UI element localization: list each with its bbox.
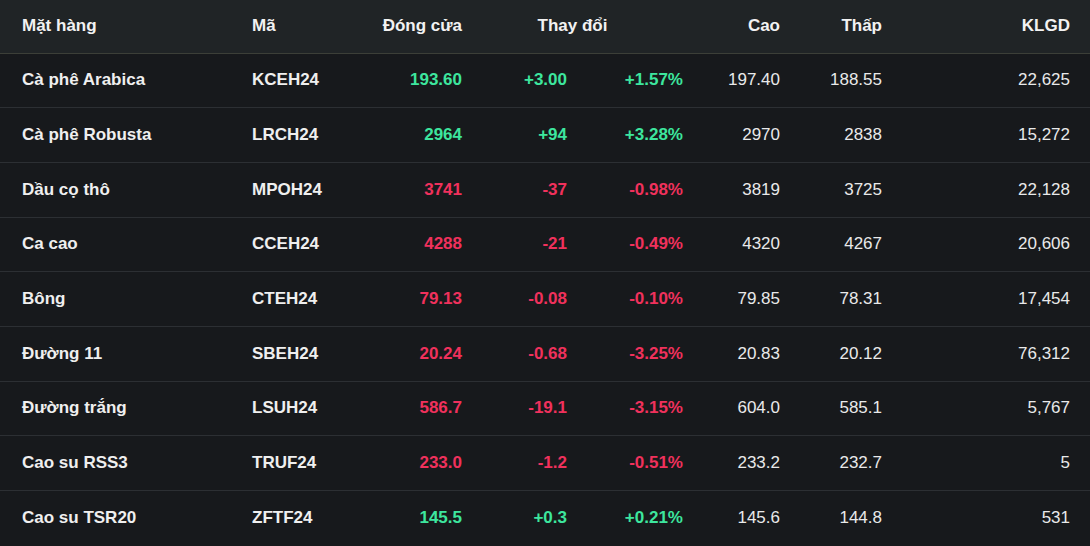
low-price: 20.12 — [780, 326, 882, 381]
close-price: 586.7 — [362, 381, 462, 436]
volume: 22,625 — [882, 53, 1090, 108]
table-row[interactable]: Cao su TSR20 ZFTF24 145.5 +0.3 +0.21% 14… — [0, 491, 1090, 546]
commodity-name: Đường 11 — [0, 326, 230, 381]
commodity-name: Cà phê Arabica — [0, 53, 230, 108]
close-price: 3741 — [362, 162, 462, 217]
commodity-code: LRCH24 — [230, 108, 362, 163]
close-price: 79.13 — [362, 272, 462, 327]
high-price: 20.83 — [683, 326, 780, 381]
commodity-name: Cà phê Robusta — [0, 108, 230, 163]
commodity-name: Cao su TSR20 — [0, 491, 230, 546]
table-row[interactable]: Dầu cọ thô MPOH24 3741 -37 -0.98% 3819 3… — [0, 162, 1090, 217]
table-row[interactable]: Đường 11 SBEH24 20.24 -0.68 -3.25% 20.83… — [0, 326, 1090, 381]
col-header-volume: KLGD — [882, 0, 1090, 53]
col-header-low: Thấp — [780, 0, 882, 53]
volume: 20,606 — [882, 217, 1090, 272]
volume: 5 — [882, 436, 1090, 491]
low-price: 4267 — [780, 217, 882, 272]
close-price: 4288 — [362, 217, 462, 272]
close-price: 193.60 — [362, 53, 462, 108]
commodity-code: ZFTF24 — [230, 491, 362, 546]
change-value: +94 — [462, 108, 567, 163]
change-percent: -0.98% — [567, 162, 683, 217]
close-price: 20.24 — [362, 326, 462, 381]
change-percent: +0.21% — [567, 491, 683, 546]
commodity-name: Cao su RSS3 — [0, 436, 230, 491]
change-percent: -0.10% — [567, 272, 683, 327]
commodity-code: CTEH24 — [230, 272, 362, 327]
col-header-commodity: Mặt hàng — [0, 0, 230, 53]
change-value: -37 — [462, 162, 567, 217]
volume: 5,767 — [882, 381, 1090, 436]
table-body: Cà phê Arabica KCEH24 193.60 +3.00 +1.57… — [0, 53, 1090, 545]
low-price: 188.55 — [780, 53, 882, 108]
col-header-code: Mã — [230, 0, 362, 53]
change-value: -1.2 — [462, 436, 567, 491]
commodity-name: Ca cao — [0, 217, 230, 272]
commodity-code: LSUH24 — [230, 381, 362, 436]
high-price: 2970 — [683, 108, 780, 163]
change-value: -0.68 — [462, 326, 567, 381]
change-value: +0.3 — [462, 491, 567, 546]
high-price: 4320 — [683, 217, 780, 272]
low-price: 2838 — [780, 108, 882, 163]
commodity-price-table: Mặt hàng Mã Đóng cửa Thay đổi Cao Thấp K… — [0, 0, 1090, 545]
high-price: 3819 — [683, 162, 780, 217]
commodity-code: MPOH24 — [230, 162, 362, 217]
commodity-code: KCEH24 — [230, 53, 362, 108]
high-price: 197.40 — [683, 53, 780, 108]
close-price: 145.5 — [362, 491, 462, 546]
low-price: 3725 — [780, 162, 882, 217]
change-percent: +3.28% — [567, 108, 683, 163]
close-price: 233.0 — [362, 436, 462, 491]
commodity-name: Đường trắng — [0, 381, 230, 436]
change-percent: -3.25% — [567, 326, 683, 381]
change-value: -21 — [462, 217, 567, 272]
change-value: +3.00 — [462, 53, 567, 108]
change-percent: -0.51% — [567, 436, 683, 491]
change-percent: -3.15% — [567, 381, 683, 436]
commodity-name: Bông — [0, 272, 230, 327]
volume: 22,128 — [882, 162, 1090, 217]
col-header-close: Đóng cửa — [362, 0, 462, 53]
change-value: -0.08 — [462, 272, 567, 327]
table-row[interactable]: Cao su RSS3 TRUF24 233.0 -1.2 -0.51% 233… — [0, 436, 1090, 491]
change-value: -19.1 — [462, 381, 567, 436]
col-header-high: Cao — [683, 0, 780, 53]
table-row[interactable]: Ca cao CCEH24 4288 -21 -0.49% 4320 4267 … — [0, 217, 1090, 272]
volume: 15,272 — [882, 108, 1090, 163]
table-row[interactable]: Bông CTEH24 79.13 -0.08 -0.10% 79.85 78.… — [0, 272, 1090, 327]
commodity-code: SBEH24 — [230, 326, 362, 381]
high-price: 79.85 — [683, 272, 780, 327]
table-row[interactable]: Cà phê Robusta LRCH24 2964 +94 +3.28% 29… — [0, 108, 1090, 163]
commodity-name: Dầu cọ thô — [0, 162, 230, 217]
commodity-code: TRUF24 — [230, 436, 362, 491]
table-row[interactable]: Đường trắng LSUH24 586.7 -19.1 -3.15% 60… — [0, 381, 1090, 436]
volume: 17,454 — [882, 272, 1090, 327]
volume: 76,312 — [882, 326, 1090, 381]
low-price: 232.7 — [780, 436, 882, 491]
high-price: 604.0 — [683, 381, 780, 436]
commodity-code: CCEH24 — [230, 217, 362, 272]
change-percent: +1.57% — [567, 53, 683, 108]
high-price: 233.2 — [683, 436, 780, 491]
volume: 531 — [882, 491, 1090, 546]
col-header-change: Thay đổi — [462, 0, 683, 53]
table-row[interactable]: Cà phê Arabica KCEH24 193.60 +3.00 +1.57… — [0, 53, 1090, 108]
low-price: 585.1 — [780, 381, 882, 436]
low-price: 144.8 — [780, 491, 882, 546]
close-price: 2964 — [362, 108, 462, 163]
table-header-row: Mặt hàng Mã Đóng cửa Thay đổi Cao Thấp K… — [0, 0, 1090, 53]
change-percent: -0.49% — [567, 217, 683, 272]
low-price: 78.31 — [780, 272, 882, 327]
high-price: 145.6 — [683, 491, 780, 546]
